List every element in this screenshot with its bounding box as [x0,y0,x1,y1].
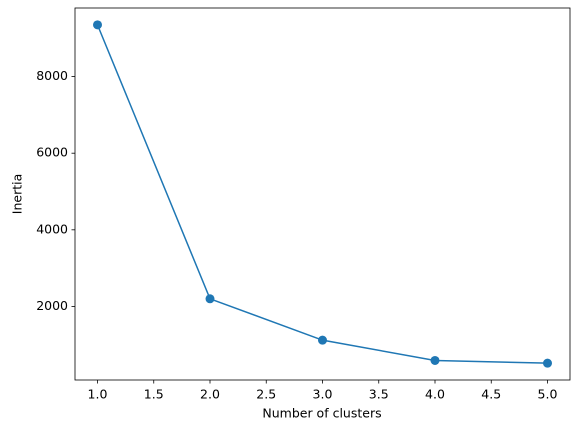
y-axis-label: Inertia [10,174,25,214]
x-tick-label: 4.5 [481,387,501,402]
y-tick-label: 8000 [36,68,68,83]
x-tick-label: 1.5 [144,387,164,402]
data-point [543,358,552,368]
data-point [93,20,102,30]
x-tick-label: 1.0 [88,387,108,402]
x-tick-label: 2.5 [256,387,276,402]
y-tick-label: 6000 [36,145,68,160]
axes-frame [74,7,571,381]
x-tick-label: 3.5 [369,387,389,402]
x-tick-label: 2.0 [200,387,220,402]
data-point [205,294,215,304]
data-line [96,24,548,364]
x-axis-label: Number of clusters [262,406,381,421]
x-tick-label: 3.0 [313,387,333,402]
y-tick-label: 2000 [36,298,68,313]
data-point [430,355,440,365]
data-point [318,335,327,345]
y-tick-label: 4000 [36,221,68,236]
x-tick-label: 4.0 [425,387,445,402]
x-tick-label: 5.0 [538,387,558,402]
